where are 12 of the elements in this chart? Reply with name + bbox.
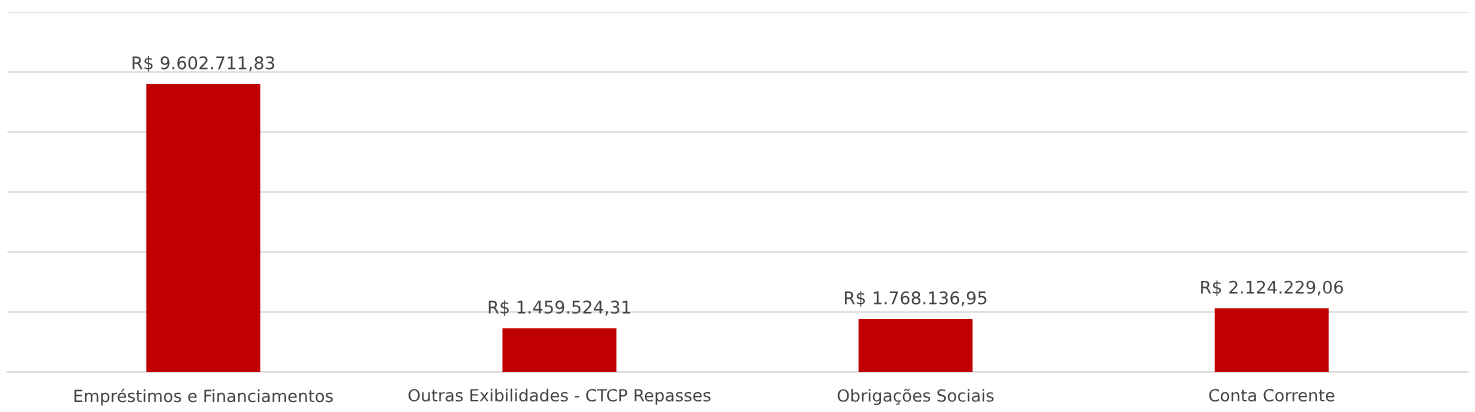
- bar: [146, 83, 261, 372]
- data-label: R$ 1.768.136,95: [844, 291, 987, 307]
- data-label: R$ 2.124.229,06: [1201, 280, 1343, 297]
- data-label: R$ 9.602.711,83: [132, 56, 275, 72]
- data-label: R$ 1.459.524,31: [488, 300, 631, 317]
- x-tick-label: Outras Exibilidades - CTCP Repasses: [408, 388, 711, 405]
- bar: [502, 328, 617, 372]
- bar: [858, 318, 973, 372]
- x-tick-label: Obrigações Sociais: [837, 388, 994, 406]
- bar: [1214, 308, 1329, 372]
- x-tick-label: Empréstimos e Financiamentos: [74, 388, 333, 406]
- x-tick-label: Conta Corrente: [1209, 388, 1335, 402]
